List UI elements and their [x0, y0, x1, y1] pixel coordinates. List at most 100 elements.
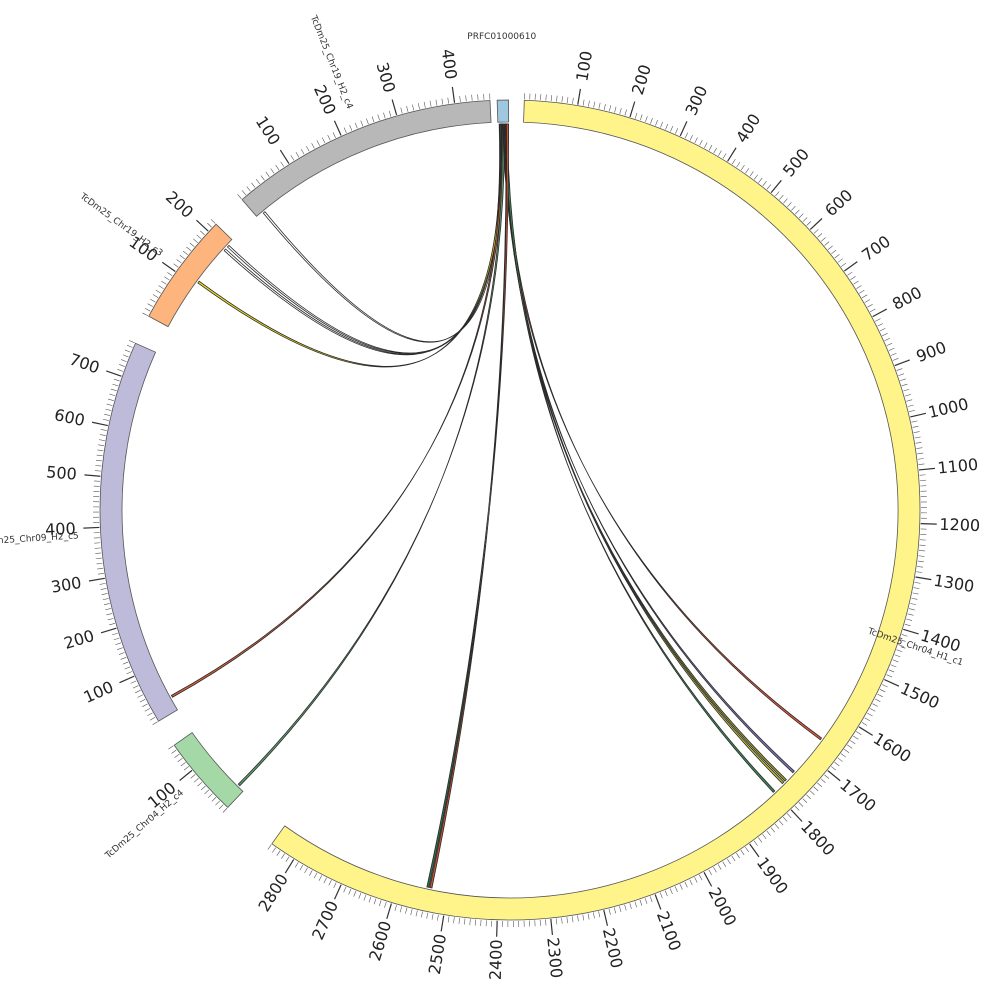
tick-label: 300 [50, 573, 83, 597]
major-tick [550, 918, 554, 935]
tick-label: 200 [62, 626, 97, 653]
ideogram-band[interactable] [496, 99, 510, 123]
tick-label: 2100 [653, 909, 685, 954]
major-tick [333, 884, 342, 900]
link-ribbon [504, 123, 785, 785]
major-tick [386, 903, 392, 920]
major-tick [333, 120, 342, 136]
tick-label: 1000 [926, 394, 970, 422]
major-tick [196, 219, 209, 232]
tick-label: 1900 [753, 854, 792, 898]
tick-label: 800 [889, 283, 925, 314]
major-tick [161, 261, 176, 272]
tick-label: 2800 [254, 870, 292, 915]
major-tick [91, 421, 108, 427]
major-tick [88, 577, 105, 582]
major-tick [894, 359, 910, 367]
tick-label: 300 [372, 60, 399, 95]
tick-label: 200 [628, 62, 655, 97]
tick-label: 400 [438, 48, 461, 81]
links-group [170, 123, 823, 889]
major-tick [910, 412, 927, 418]
major-tick [918, 467, 936, 471]
minor-ticks [267, 93, 927, 927]
tick-label: 100 [81, 677, 117, 707]
major-tick [727, 147, 737, 162]
major-tick [391, 99, 398, 116]
tick-label: 700 [67, 350, 102, 378]
sequence-name-label: TcDm25_Chr09_H2_c5 [0, 531, 79, 547]
major-tick [884, 679, 900, 687]
link-ribbon [262, 123, 502, 343]
major-tick [100, 627, 117, 634]
link-ribbon [502, 123, 823, 741]
major-tick [603, 910, 609, 926]
tick-label: 600 [53, 405, 87, 430]
tick-label: 2200 [599, 926, 627, 970]
tick-label: 400 [732, 110, 764, 146]
major-tick [749, 843, 760, 858]
tick-label: 2400 [486, 939, 506, 980]
major-tick [654, 894, 662, 910]
ideogram-band[interactable] [173, 731, 244, 808]
tick-label: 2700 [308, 898, 342, 943]
tick-label: 500 [779, 145, 813, 181]
tick-label: 1500 [897, 679, 942, 713]
tick-label: 1100 [937, 455, 979, 478]
major-tick [790, 809, 803, 822]
link-ribbon [429, 123, 509, 889]
tick-label: 300 [681, 83, 711, 119]
link-ribbon [197, 123, 504, 368]
major-tick [703, 872, 713, 887]
major-tick [106, 370, 122, 377]
major-tick [179, 769, 193, 781]
tick-label: 100 [572, 50, 596, 83]
tick-label: 2600 [365, 919, 395, 963]
link-ribbon [502, 123, 795, 774]
ideogram-band[interactable] [271, 99, 921, 921]
sequence-name-label: PRFC01000610 [467, 32, 536, 42]
tick-label: 700 [858, 232, 894, 265]
minor-ticks [168, 745, 228, 813]
major-tick [440, 915, 445, 932]
major-tick [284, 859, 295, 874]
major-tick [629, 101, 636, 118]
major-tick [809, 218, 823, 230]
major-tick [119, 675, 135, 684]
tick-label: 1600 [870, 729, 915, 767]
major-tick [451, 86, 456, 103]
tick-label: 100 [252, 113, 284, 149]
sequence-name-label: TcDm25_Chr19_H2_c3 [77, 191, 164, 259]
major-tick [915, 576, 932, 581]
ideogram-band[interactable] [99, 342, 178, 722]
major-tick [920, 522, 937, 525]
tick-label: 2300 [543, 937, 566, 979]
tick-label: 200 [310, 82, 340, 118]
major-tick [679, 121, 688, 137]
tick-label: 1800 [797, 817, 839, 860]
major-tick [843, 261, 858, 272]
link-ribbon [504, 123, 776, 793]
ideogram-band[interactable] [241, 100, 492, 217]
major-tick [83, 526, 100, 529]
tick-label: 200 [162, 187, 197, 222]
tick-label: 1200 [939, 515, 980, 535]
major-tick [827, 770, 841, 782]
tick-label: 2000 [704, 884, 740, 929]
major-tick [903, 628, 919, 635]
ideogram-band[interactable] [148, 223, 233, 328]
tick-label: 400 [45, 519, 76, 539]
link-ribbon [170, 123, 505, 698]
link-ribbon [223, 123, 504, 356]
link-ribbon [237, 123, 505, 787]
major-tick [577, 88, 582, 105]
tick-label: 600 [821, 185, 856, 220]
sequence-seq-c5: 100 200 300 400 500 600 700 TcDm25_Chr09_H2_c5 [0, 340, 178, 726]
sequence-seq-prfc: PRFC01000610 [467, 32, 536, 123]
major-tick [858, 726, 873, 736]
